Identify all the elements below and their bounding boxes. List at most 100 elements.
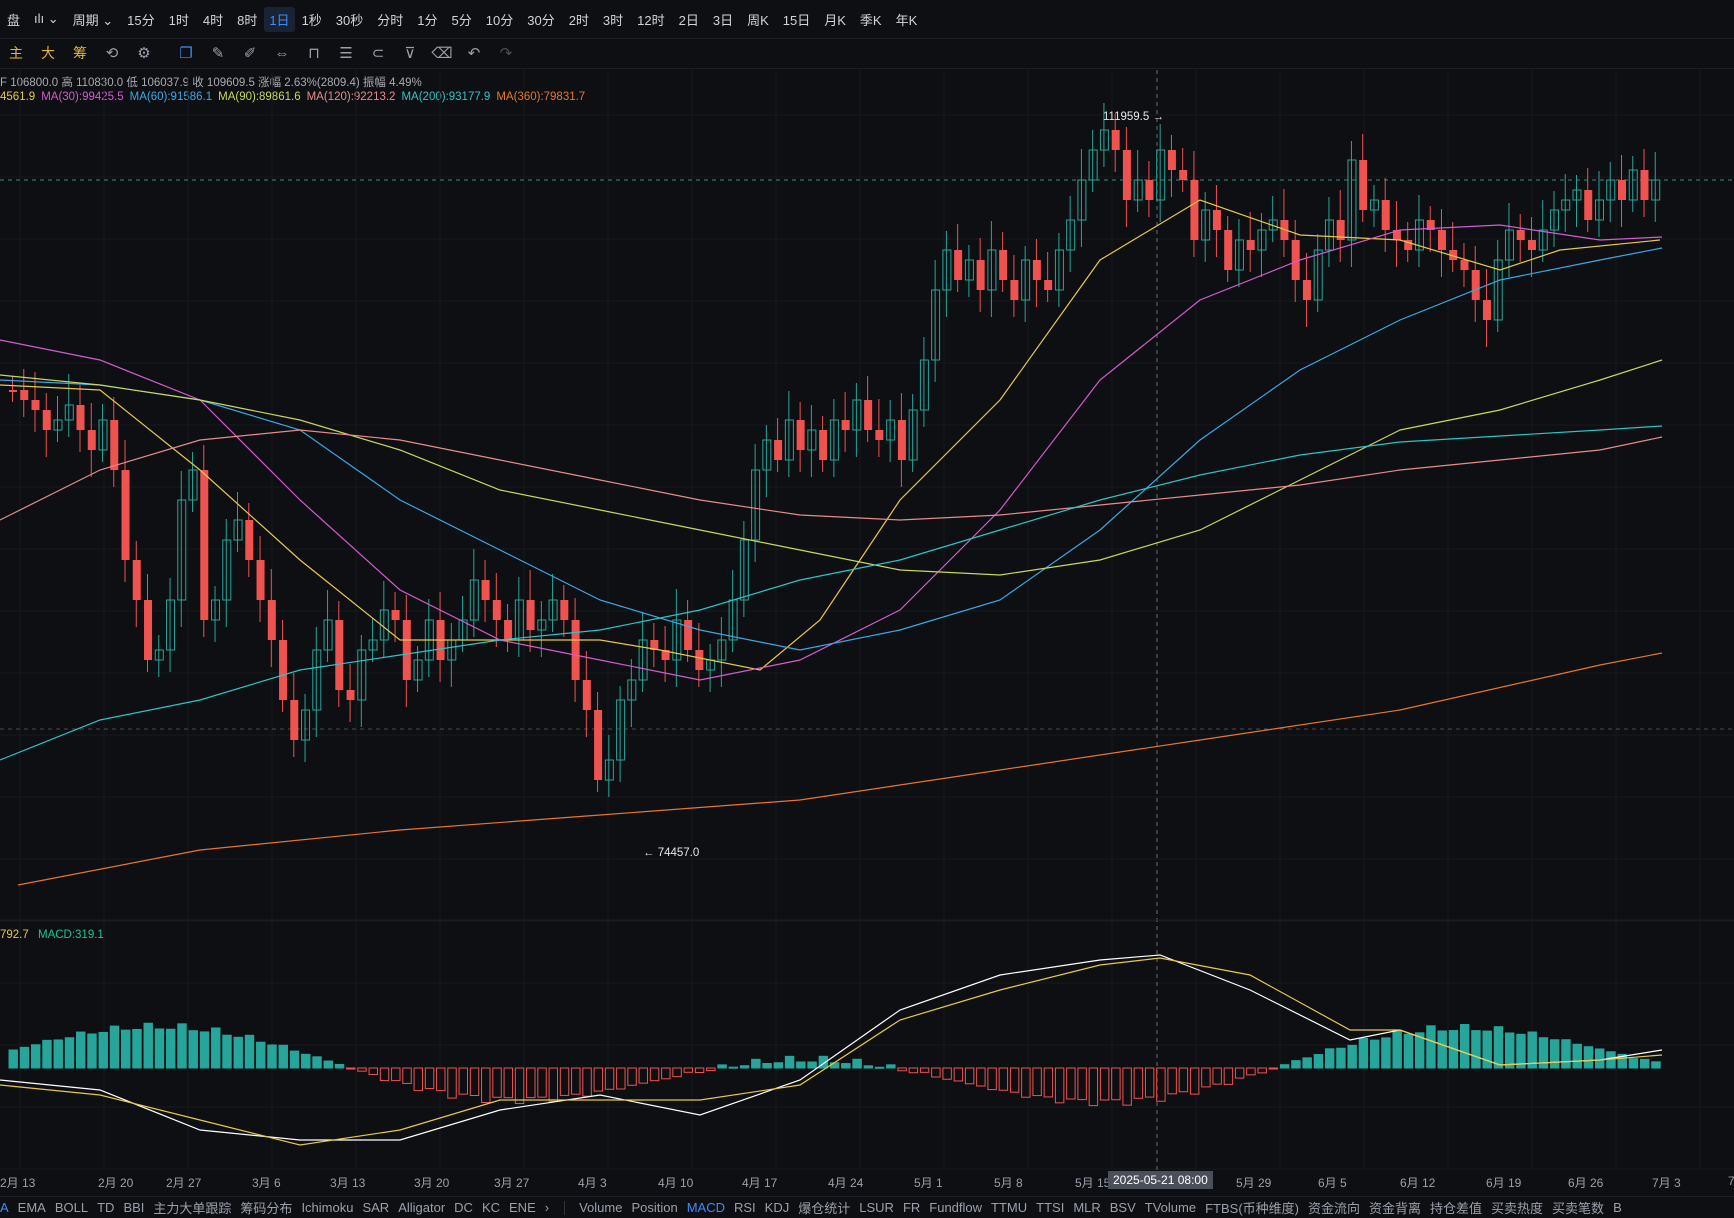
x-axis-label: 6月 26	[1568, 1176, 1604, 1190]
ruler-icon[interactable]: ✎	[211, 45, 225, 62]
main-indicator-tab[interactable]: EMA	[17, 1200, 46, 1215]
sub-indicator-tab[interactable]: RSI	[734, 1200, 756, 1215]
candle-body	[290, 700, 299, 740]
chip-toggle[interactable]: 筹	[73, 45, 87, 61]
sub-indicator-tab[interactable]: 爆仓统计	[798, 1201, 851, 1216]
brush-settings-icon[interactable]: ⚙	[137, 45, 151, 62]
main-indicator-tab[interactable]: 主力大单跟踪	[153, 1201, 232, 1216]
main-indicator-tab[interactable]: BOLL	[54, 1200, 89, 1215]
sub-indicator-tab[interactable]: MLR	[1073, 1200, 1101, 1215]
candle-body	[245, 520, 254, 560]
undo-icon[interactable]: ↶	[467, 45, 481, 62]
period-20[interactable]: 周K	[747, 12, 769, 28]
period-3[interactable]: 15分	[127, 12, 155, 28]
period-24[interactable]: 年K	[895, 12, 918, 28]
main-indicator-toggle[interactable]: 主	[9, 45, 23, 61]
main-indicator-tab[interactable]: Ichimoku	[301, 1200, 354, 1215]
period-1[interactable]: ılı ⌄	[34, 11, 59, 26]
x-axis-label: 6月 5	[1318, 1176, 1347, 1190]
candle-body	[807, 429, 817, 451]
period-5[interactable]: 4时	[202, 12, 224, 28]
period-8[interactable]: 1秒	[301, 12, 322, 28]
period-17[interactable]: 12时	[637, 12, 665, 28]
main-indicator-tab[interactable]: Alligator	[398, 1200, 446, 1215]
sub-indicator-tab[interactable]: 资金背离	[1369, 1201, 1422, 1216]
period-0[interactable]: 盘	[7, 12, 21, 28]
main-indicator-tab[interactable]: A	[0, 1200, 9, 1215]
sub-indicator-tab[interactable]: 持仓差值	[1430, 1201, 1483, 1216]
main-indicator-tab[interactable]: KC	[481, 1200, 501, 1215]
period-18[interactable]: 2日	[678, 12, 699, 28]
main-indicator-tab[interactable]: DC	[454, 1200, 473, 1215]
sub-indicator-tab[interactable]: 资金流向	[1307, 1201, 1360, 1216]
period-19[interactable]: 3日	[712, 12, 734, 28]
candle-body	[1404, 240, 1413, 250]
period-2[interactable]: 周期 ⌄	[72, 12, 114, 28]
sub-indicator-tab[interactable]: FTBS(币种维度)	[1205, 1201, 1299, 1216]
delete-icon[interactable]: ⌫	[431, 45, 453, 62]
sub-indicator-tab[interactable]: B	[1613, 1200, 1622, 1215]
sub-indicator-tab[interactable]: TTSI	[1036, 1200, 1065, 1215]
period-11[interactable]: 1分	[417, 12, 438, 28]
main-indicator-tab[interactable]: TD	[97, 1200, 115, 1215]
macd-bar	[154, 1028, 165, 1069]
period-6[interactable]: 8时	[237, 12, 258, 28]
main-indicator-tab[interactable]: BBI	[123, 1200, 145, 1215]
period-22[interactable]: 月K	[824, 12, 846, 28]
draw-pen-icon[interactable]: ✐	[243, 45, 257, 62]
candle-body	[1099, 129, 1109, 151]
period-23[interactable]: 季K	[859, 12, 882, 28]
sub-indicator-tab[interactable]: TTMU	[991, 1200, 1028, 1215]
period-15[interactable]: 2时	[568, 12, 589, 28]
main-indicator-tab[interactable]: ENE	[509, 1200, 536, 1215]
sub-indicator-tab[interactable]: BSV	[1109, 1200, 1136, 1215]
period-13[interactable]: 10分	[485, 12, 514, 28]
candle-body	[1088, 149, 1098, 181]
lock-icon[interactable]: ⊓	[308, 45, 320, 62]
magnet-icon[interactable]: ⊂	[371, 45, 385, 62]
sub-indicator-tab[interactable]: LSUR	[859, 1200, 894, 1215]
sub-indicator-tab[interactable]: KDJ	[764, 1200, 790, 1215]
candle-body	[695, 650, 704, 670]
macd-bar	[1594, 1048, 1605, 1069]
compare-icon[interactable]: ⇔	[274, 44, 290, 62]
macd-bar	[874, 1066, 885, 1069]
main-indicator-tab[interactable]: SAR	[362, 1200, 390, 1215]
candle-body	[1471, 270, 1480, 300]
sub-indicator-tab[interactable]: Volume	[579, 1200, 623, 1215]
main-indicator-tab[interactable]: ›	[544, 1200, 550, 1215]
sub-indicator-tab[interactable]: Position	[631, 1200, 678, 1215]
period-21[interactable]: 15日	[782, 12, 811, 28]
ma-line	[0, 199, 1661, 671]
filter-icon[interactable]: ⊽	[404, 45, 416, 62]
candle-body	[1606, 179, 1616, 201]
copy-icon[interactable]: ❐	[179, 45, 193, 62]
macd-bar	[1538, 1037, 1549, 1069]
sync-icon[interactable]: ⟲	[105, 45, 119, 62]
note-icon[interactable]: ☰	[339, 45, 353, 62]
macd-legend: 792.7 MACD:319.1	[0, 929, 104, 941]
redo-icon[interactable]: ↷	[499, 45, 513, 62]
crosshair-date-label: 2025-05-21 08:00	[1108, 1171, 1213, 1189]
period-14[interactable]: 30分	[527, 12, 555, 28]
sub-indicator-tab[interactable]: 买卖热度	[1491, 1201, 1544, 1216]
period-4[interactable]: 1时	[168, 12, 189, 28]
sub-indicator-tab[interactable]: MACD	[686, 1200, 725, 1215]
sub-indicator-tab[interactable]: TVolume	[1144, 1200, 1197, 1215]
period-10[interactable]: 分时	[377, 12, 404, 28]
period-16[interactable]: 3时	[602, 12, 624, 28]
sub-indicator-tab[interactable]: 买卖笔数	[1552, 1201, 1605, 1216]
candle-body	[1527, 240, 1536, 250]
sub-indicator-tab[interactable]: FR	[902, 1200, 921, 1215]
candle-body	[672, 619, 682, 661]
macd-bar	[211, 1027, 221, 1069]
sub-indicator-tab[interactable]: Fundflow	[929, 1200, 983, 1215]
period-9[interactable]: 30秒	[335, 12, 364, 28]
period-7[interactable]: 1日	[264, 6, 295, 32]
x-axis-label: 2月 13	[0, 1176, 36, 1190]
main-indicator-tab[interactable]: 筹码分布	[240, 1201, 293, 1216]
large-order-toggle[interactable]: 大	[41, 45, 55, 61]
ma-line	[0, 429, 1663, 521]
period-12[interactable]: 5分	[451, 12, 472, 28]
